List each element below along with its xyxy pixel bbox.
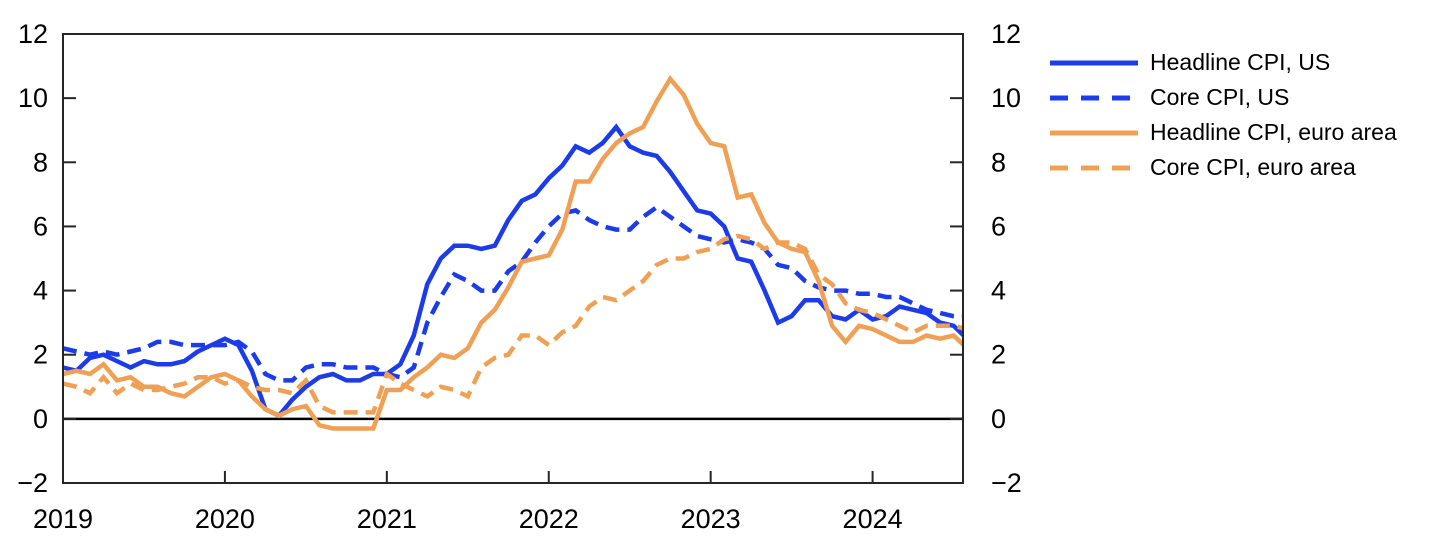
y-tick-label-left: −2 [17, 468, 48, 498]
chart-legend: Headline CPI, US Core CPI, US Headline C… [1050, 45, 1397, 185]
series-lines [62, 75, 963, 431]
y-tick-label-right: 0 [991, 404, 1006, 434]
y-tick-label-right: −2 [991, 468, 1022, 498]
y-tick-label-left: 12 [18, 19, 48, 49]
legend-item-core-cpi-euro-area: Core CPI, euro area [1050, 150, 1397, 185]
y-tick-label-left: 2 [33, 340, 48, 370]
y-tick-label-left: 4 [33, 276, 48, 306]
x-tick-label: 2019 [33, 504, 93, 534]
y-tick-label-right: 4 [991, 276, 1006, 306]
x-tick-label: 2021 [357, 504, 417, 534]
x-tick-label: 2024 [843, 504, 903, 534]
y-tick-label-right: 10 [991, 83, 1021, 113]
legend-item-headline-cpi-euro-area: Headline CPI, euro area [1050, 115, 1397, 150]
line-core-cpi-euro-area [62, 233, 963, 415]
y-tick-label-left: 0 [33, 404, 48, 434]
x-tick-label: 2020 [195, 504, 255, 534]
line-headline-cpi-euro-area [62, 75, 963, 431]
x-axis: 2019 2020 2021 2022 2023 2024 [33, 471, 903, 534]
legend-item-core-cpi-us: Core CPI, US [1050, 80, 1397, 115]
line-core-cpi-us [62, 204, 963, 383]
legend-label-core-cpi-us: Core CPI, US [1150, 84, 1290, 110]
legend-swatch-core-cpi-euro-area [1050, 165, 1138, 170]
plot-border [62, 33, 964, 484]
y-tick-label-left: 8 [33, 147, 48, 177]
y-tick-label-right: 2 [991, 340, 1006, 370]
legend-label-core-cpi-euro-area: Core CPI, euro area [1150, 154, 1356, 180]
legend-label-headline-cpi-euro-area: Headline CPI, euro area [1150, 119, 1397, 145]
y-axes: −2 −2 0 0 2 2 4 4 6 6 8 8 10 10 12 12 [17, 19, 1022, 498]
y-tick-label-left: 10 [18, 83, 48, 113]
y-tick-label-right: 12 [991, 19, 1021, 49]
legend-swatch-core-cpi-us [1050, 95, 1138, 100]
legend-label-headline-cpi-us: Headline CPI, US [1150, 49, 1331, 75]
x-tick-label: 2023 [681, 504, 741, 534]
legend-item-headline-cpi-us: Headline CPI, US [1050, 45, 1397, 80]
legend-swatch-headline-cpi-us [1050, 60, 1138, 65]
x-tick-label: 2022 [519, 504, 579, 534]
y-tick-label-right: 8 [991, 147, 1006, 177]
y-tick-label-left: 6 [33, 211, 48, 241]
y-tick-label-right: 6 [991, 211, 1006, 241]
legend-swatch-headline-cpi-euro-area [1050, 130, 1138, 135]
